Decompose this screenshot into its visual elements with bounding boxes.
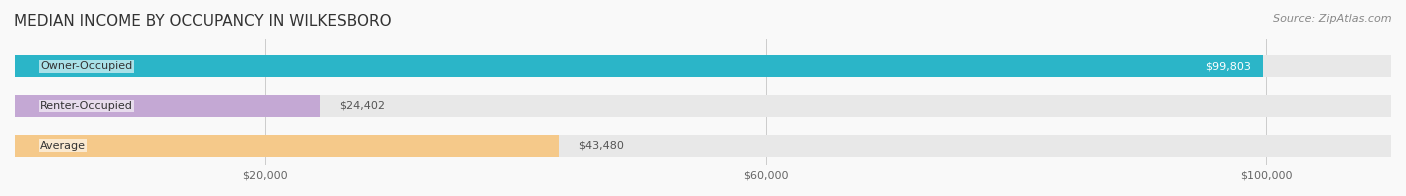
Text: Owner-Occupied: Owner-Occupied — [39, 61, 132, 71]
Text: Source: ZipAtlas.com: Source: ZipAtlas.com — [1274, 14, 1392, 24]
Bar — [15, 135, 560, 157]
Text: MEDIAN INCOME BY OCCUPANCY IN WILKESBORO: MEDIAN INCOME BY OCCUPANCY IN WILKESBORO — [14, 14, 392, 29]
Text: $24,402: $24,402 — [339, 101, 385, 111]
Bar — [15, 95, 321, 117]
Text: $99,803: $99,803 — [1205, 61, 1251, 71]
Text: Renter-Occupied: Renter-Occupied — [39, 101, 134, 111]
Bar — [15, 55, 1264, 77]
Bar — [15, 55, 1391, 77]
Text: $43,480: $43,480 — [578, 141, 623, 151]
Bar — [15, 135, 1391, 157]
Text: Average: Average — [39, 141, 86, 151]
Bar — [15, 95, 1391, 117]
